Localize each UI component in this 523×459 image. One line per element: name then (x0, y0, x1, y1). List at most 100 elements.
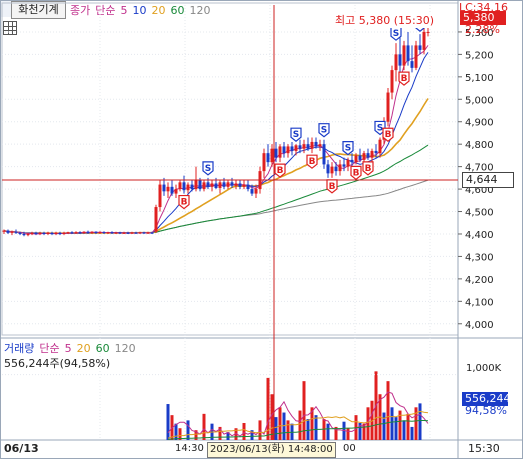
signal-B-13 (398, 71, 410, 86)
candle-body-16 (66, 232, 70, 234)
candle-body-57 (230, 182, 234, 186)
stock-name[interactable]: 화천기계 (11, 1, 66, 19)
candle-body-104 (418, 45, 422, 50)
signal-B-0 (178, 194, 190, 210)
signal-B-4 (306, 154, 318, 169)
volume-bar-14 (266, 377, 270, 440)
candle-body-27 (110, 232, 114, 234)
signal-label-1: S (205, 164, 211, 174)
price-legend-item-1: 단순 (95, 4, 116, 17)
candle-body-78 (314, 141, 318, 147)
price-legend-item-0: 종가 (70, 4, 91, 17)
y-tick-label-13: 5,300 (465, 28, 494, 39)
volume-bar-27 (326, 423, 330, 440)
price-legend-item-5: 60 (170, 4, 185, 17)
volume-legend-item-2: 5 (64, 342, 72, 355)
volume-bar-23 (306, 419, 310, 440)
signal-label-6: B (329, 182, 336, 192)
candle-body-76 (306, 144, 310, 149)
change-pct: 2.28% (465, 23, 500, 36)
candle-body-23 (94, 231, 98, 233)
candle-body-52 (210, 183, 214, 187)
volume-bar-42 (398, 410, 402, 440)
candle-body-82 (330, 166, 334, 174)
candle-body-7 (30, 232, 34, 234)
volume-bar-11 (242, 423, 246, 440)
volume-bar-12 (250, 430, 254, 440)
volume-bar-33 (362, 423, 366, 440)
signal-label-7: S (345, 144, 351, 154)
volume-ma5-line (167, 391, 429, 437)
signal-B-9 (362, 161, 374, 176)
candle-body-10 (42, 232, 46, 234)
candle-body-43 (174, 189, 178, 194)
volume-bar-30 (346, 428, 350, 440)
candle-body-14 (58, 232, 62, 234)
volume-bar-41 (394, 417, 398, 440)
volume-bar-46 (414, 407, 418, 440)
candle-body-12 (50, 232, 54, 234)
candle-body-40 (162, 184, 166, 192)
volume-legend: 거래량 단순 5 20 60 120 (4, 340, 141, 356)
price-legend-item-6: 120 (189, 4, 211, 17)
volume-bar-32 (358, 423, 362, 440)
candle-body-72 (290, 146, 294, 151)
x-tick-mid: 00 (343, 443, 356, 454)
candle-body-49 (198, 180, 202, 190)
candle-body-80 (322, 144, 326, 165)
candle-body-38 (154, 207, 158, 232)
volume-bar-17 (278, 407, 282, 440)
candle-body-98 (394, 54, 398, 71)
candle-body-79 (318, 144, 322, 147)
candle-body-94 (378, 139, 382, 154)
candle-body-101 (406, 45, 410, 62)
candle-body-2 (10, 231, 14, 233)
volume-bar-24 (310, 407, 314, 440)
candle-body-41 (166, 186, 170, 192)
volume-ma60-line (167, 420, 429, 440)
price-legend-item-2: 5 (120, 4, 128, 17)
candle-body-31 (126, 232, 130, 234)
volume-bar-21 (298, 410, 302, 440)
signal-label-12: S (393, 29, 399, 39)
candle-body-6 (26, 233, 30, 236)
candle-body-39 (158, 184, 162, 208)
candle-body-42 (170, 186, 174, 194)
candle-body-99 (398, 54, 402, 66)
price-legend-item-3: 10 (132, 4, 147, 17)
candle-body-100 (402, 45, 406, 66)
candle-body-24 (98, 232, 102, 234)
volume-bar-18 (282, 412, 286, 440)
candle-body-17 (70, 232, 74, 234)
ma5-line (3, 45, 429, 235)
signal-label-10: S (377, 123, 383, 133)
candle-body-70 (282, 146, 286, 154)
candle-body-35 (142, 232, 146, 234)
candle-body-30 (122, 232, 126, 234)
candle-body-54 (218, 182, 222, 188)
y-tick-label-10: 5,000 (465, 95, 494, 106)
y-tick-label-12: 5,200 (465, 50, 494, 61)
signal-S-5 (318, 123, 330, 138)
volume-legend-item-4: 60 (95, 342, 110, 355)
crosshair-time-tag: 2023/06/13(화) 14:48:00 (207, 442, 336, 458)
volume-bar-0 (166, 404, 170, 440)
signal-label-3: S (293, 130, 299, 140)
volume-bar-28 (334, 426, 338, 440)
candle-body-83 (334, 166, 338, 172)
candle-body-11 (46, 232, 50, 234)
candle-body-61 (246, 184, 250, 190)
signal-label-11: B (385, 130, 392, 140)
signal-S-3 (290, 127, 302, 142)
y-tick-label-0: 4,000 (465, 320, 494, 331)
candle-body-26 (106, 232, 110, 234)
candle-body-73 (294, 145, 298, 151)
candle-body-88 (354, 155, 358, 163)
candle-body-74 (298, 145, 302, 149)
candle-body-20 (82, 231, 86, 233)
candle-body-75 (302, 144, 306, 149)
grid-icon[interactable] (3, 21, 17, 35)
candle-body-3 (14, 231, 18, 233)
candle-body-93 (374, 150, 378, 154)
